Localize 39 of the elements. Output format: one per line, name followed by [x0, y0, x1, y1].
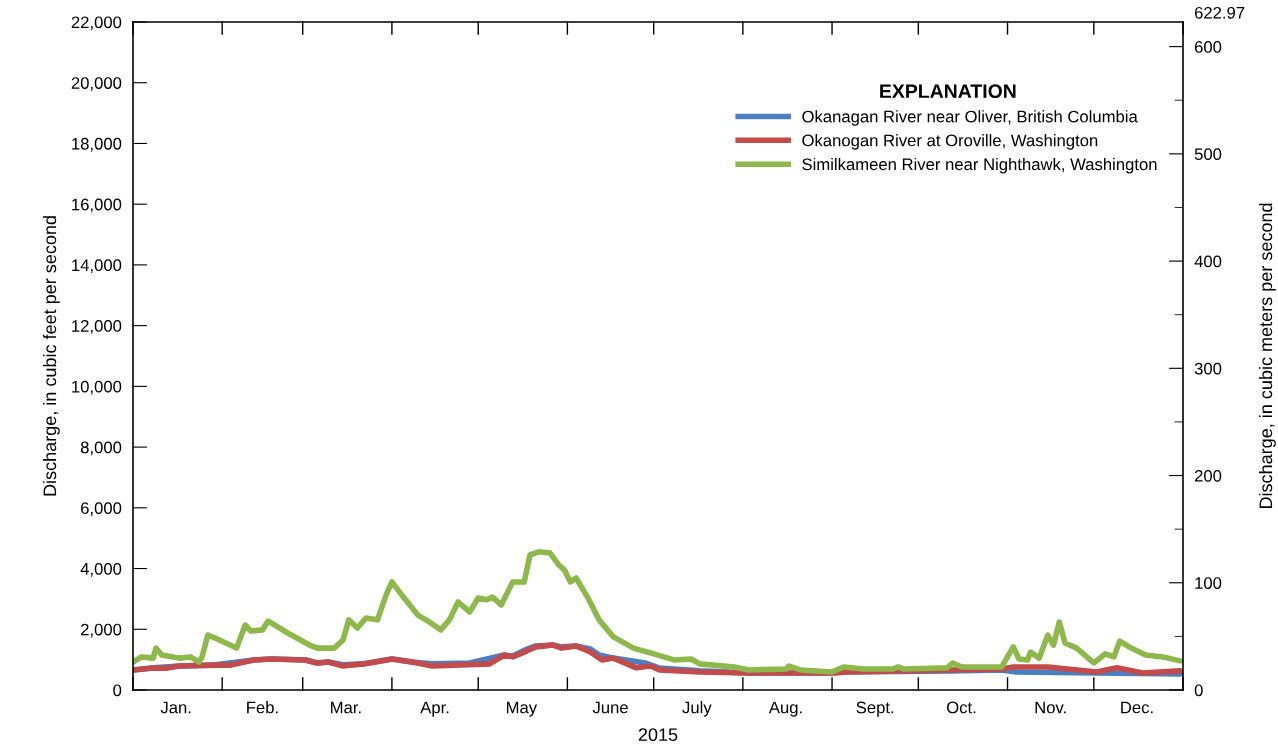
x-tick-label: Apr. [420, 701, 449, 717]
y-tick-label: 12,000 [72, 320, 122, 334]
y2-tick-label: 100 [1195, 577, 1222, 589]
legend-label: Okanagan River near Oliver, British Columbia [802, 110, 1138, 126]
x-tick-label: Feb. [247, 701, 278, 714]
y-tick-label: 2,000 [81, 623, 122, 638]
y-tick-label: 16,000 [72, 198, 122, 213]
y-tick-label: 18,000 [72, 137, 122, 152]
x-tick-label: Mar. [331, 701, 361, 714]
x-tick-label: Sept. [856, 701, 894, 717]
legend-title: EXPLANATION [880, 84, 1016, 99]
y-tick-label: 14,000 [72, 259, 122, 274]
y2-tick-label: 500 [1194, 148, 1222, 161]
x-tick-label: July [682, 701, 712, 717]
y-axis-title: Discharge, in cubic feet per second [42, 216, 60, 496]
x-tick-label: Nov. [1035, 701, 1066, 714]
legend-label: Okanogan River at Oroville, Washington [802, 134, 1098, 150]
y2-tick-label: 622.97 [1194, 6, 1245, 19]
y-tick-label: 20,000 [71, 77, 122, 91]
y-tick-label: 6,000 [81, 502, 122, 516]
x-tick-label: May [506, 701, 538, 717]
legend-label: Similkameen River near Nighthawk, Washington [802, 157, 1157, 174]
y-tick-label: 10,000 [72, 380, 122, 395]
x-tick-label: Oct. [947, 701, 976, 714]
y2-axis-title: Discharge, in cubic meters per second [1258, 203, 1276, 509]
y2-tick-label: 200 [1194, 469, 1222, 482]
x-tick-label: Aug. [768, 701, 802, 717]
y2-tick-label: 400 [1194, 255, 1222, 268]
y2-tick-label: 600 [1194, 41, 1222, 53]
x-axis-title: 2015 [638, 728, 678, 742]
y-tick-label: 22,000 [71, 16, 122, 31]
y-tick-label: 4,000 [80, 562, 122, 577]
y-tick-label: 0 [113, 684, 122, 697]
y2-tick-label: 300 [1194, 362, 1222, 375]
x-tick-label: Dec. [1121, 701, 1153, 714]
y2-tick-label: 0 [1194, 684, 1203, 697]
y-tick-label: 8,000 [80, 441, 122, 456]
x-tick-label: June [592, 701, 628, 714]
x-tick-label: Jan. [160, 701, 191, 714]
